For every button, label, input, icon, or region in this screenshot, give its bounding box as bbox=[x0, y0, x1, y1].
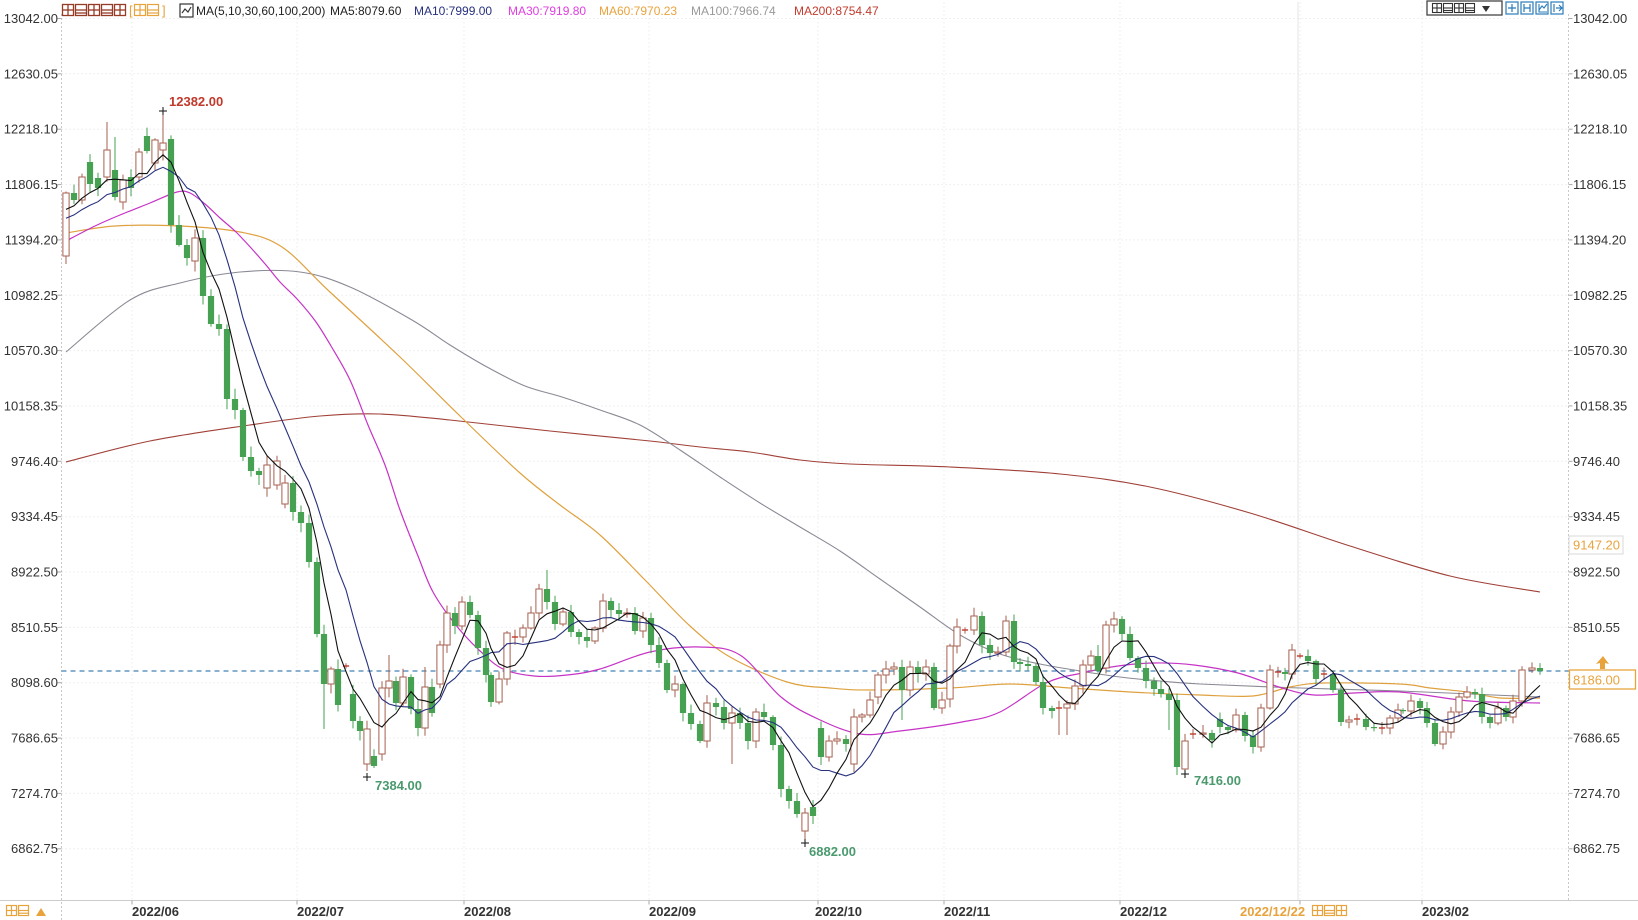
svg-text:7686.65: 7686.65 bbox=[1573, 731, 1620, 746]
svg-text:8922.50: 8922.50 bbox=[11, 565, 58, 580]
svg-text:12218.10: 12218.10 bbox=[4, 122, 58, 137]
svg-text:2022/10: 2022/10 bbox=[815, 904, 862, 919]
svg-text:7384.00: 7384.00 bbox=[375, 778, 422, 793]
svg-text:12630.05: 12630.05 bbox=[1573, 66, 1627, 81]
svg-text:6862.75: 6862.75 bbox=[11, 841, 58, 856]
svg-text:7686.65: 7686.65 bbox=[11, 731, 58, 746]
svg-text:9147.20: 9147.20 bbox=[1573, 538, 1620, 553]
svg-text:7274.70: 7274.70 bbox=[11, 786, 58, 801]
svg-text:MA30:7919.80: MA30:7919.80 bbox=[508, 4, 586, 18]
svg-text:2022/12/22: 2022/12/22 bbox=[1240, 904, 1305, 919]
svg-text:11806.15: 11806.15 bbox=[1573, 177, 1626, 192]
svg-text:11394.20: 11394.20 bbox=[1573, 232, 1626, 247]
svg-text:8510.55: 8510.55 bbox=[11, 620, 58, 635]
svg-text:2022/09: 2022/09 bbox=[649, 904, 696, 919]
svg-text:11806.15: 11806.15 bbox=[5, 177, 58, 192]
svg-text:8922.50: 8922.50 bbox=[1573, 565, 1620, 580]
svg-text:8510.55: 8510.55 bbox=[1573, 620, 1620, 635]
svg-text:13042.00: 13042.00 bbox=[4, 11, 58, 26]
svg-text:MA10:7999.00: MA10:7999.00 bbox=[414, 4, 492, 18]
svg-text:9746.40: 9746.40 bbox=[1573, 454, 1620, 469]
svg-text:7274.70: 7274.70 bbox=[1573, 786, 1620, 801]
svg-text:8098.60: 8098.60 bbox=[11, 675, 58, 690]
svg-text:2022/12: 2022/12 bbox=[1120, 904, 1167, 919]
svg-text:9334.45: 9334.45 bbox=[1573, 509, 1620, 524]
svg-text:2022/07: 2022/07 bbox=[297, 904, 344, 919]
svg-text:12630.05: 12630.05 bbox=[4, 66, 58, 81]
svg-text:10982.25: 10982.25 bbox=[1573, 288, 1627, 303]
svg-text:12382.00: 12382.00 bbox=[169, 94, 223, 109]
svg-text:2022/06: 2022/06 bbox=[132, 904, 179, 919]
svg-text:10982.25: 10982.25 bbox=[4, 288, 58, 303]
svg-text:7416.00: 7416.00 bbox=[1194, 773, 1241, 788]
svg-text:MA200:8754.47: MA200:8754.47 bbox=[794, 4, 879, 18]
svg-text:9746.40: 9746.40 bbox=[11, 454, 58, 469]
svg-text:9334.45: 9334.45 bbox=[11, 509, 58, 524]
svg-text:2023/02: 2023/02 bbox=[1422, 904, 1469, 919]
svg-text:8186.00: 8186.00 bbox=[1573, 673, 1620, 688]
svg-text:2022/11: 2022/11 bbox=[944, 904, 990, 919]
svg-text:10570.30: 10570.30 bbox=[4, 343, 58, 358]
svg-text:6862.75: 6862.75 bbox=[1573, 841, 1620, 856]
svg-text:MA60:7970.23: MA60:7970.23 bbox=[599, 4, 677, 18]
svg-text:]: ] bbox=[162, 3, 166, 18]
svg-text:6882.00: 6882.00 bbox=[809, 844, 856, 859]
svg-text:10570.30: 10570.30 bbox=[1573, 343, 1627, 358]
svg-text:12218.10: 12218.10 bbox=[1573, 122, 1627, 137]
svg-text:11394.20: 11394.20 bbox=[5, 232, 58, 247]
svg-text:10158.35: 10158.35 bbox=[1573, 398, 1627, 413]
svg-text:MA(5,10,30,60,100,200): MA(5,10,30,60,100,200) bbox=[196, 4, 325, 18]
svg-text:MA5:8079.60: MA5:8079.60 bbox=[330, 4, 402, 18]
svg-text:10158.35: 10158.35 bbox=[4, 398, 58, 413]
svg-text:2022/08: 2022/08 bbox=[464, 904, 511, 919]
svg-text:13042.00: 13042.00 bbox=[1573, 11, 1627, 26]
svg-text:[: [ bbox=[129, 3, 133, 18]
svg-text:MA100:7966.74: MA100:7966.74 bbox=[691, 4, 776, 18]
